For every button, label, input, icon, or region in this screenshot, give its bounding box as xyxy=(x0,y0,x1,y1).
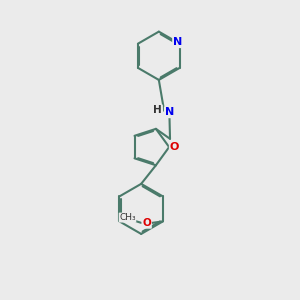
Text: H: H xyxy=(153,105,162,115)
Text: CH₃: CH₃ xyxy=(119,213,136,222)
Text: O: O xyxy=(142,218,151,228)
Text: N: N xyxy=(173,37,182,47)
Text: N: N xyxy=(165,107,174,117)
Text: O: O xyxy=(170,142,179,152)
